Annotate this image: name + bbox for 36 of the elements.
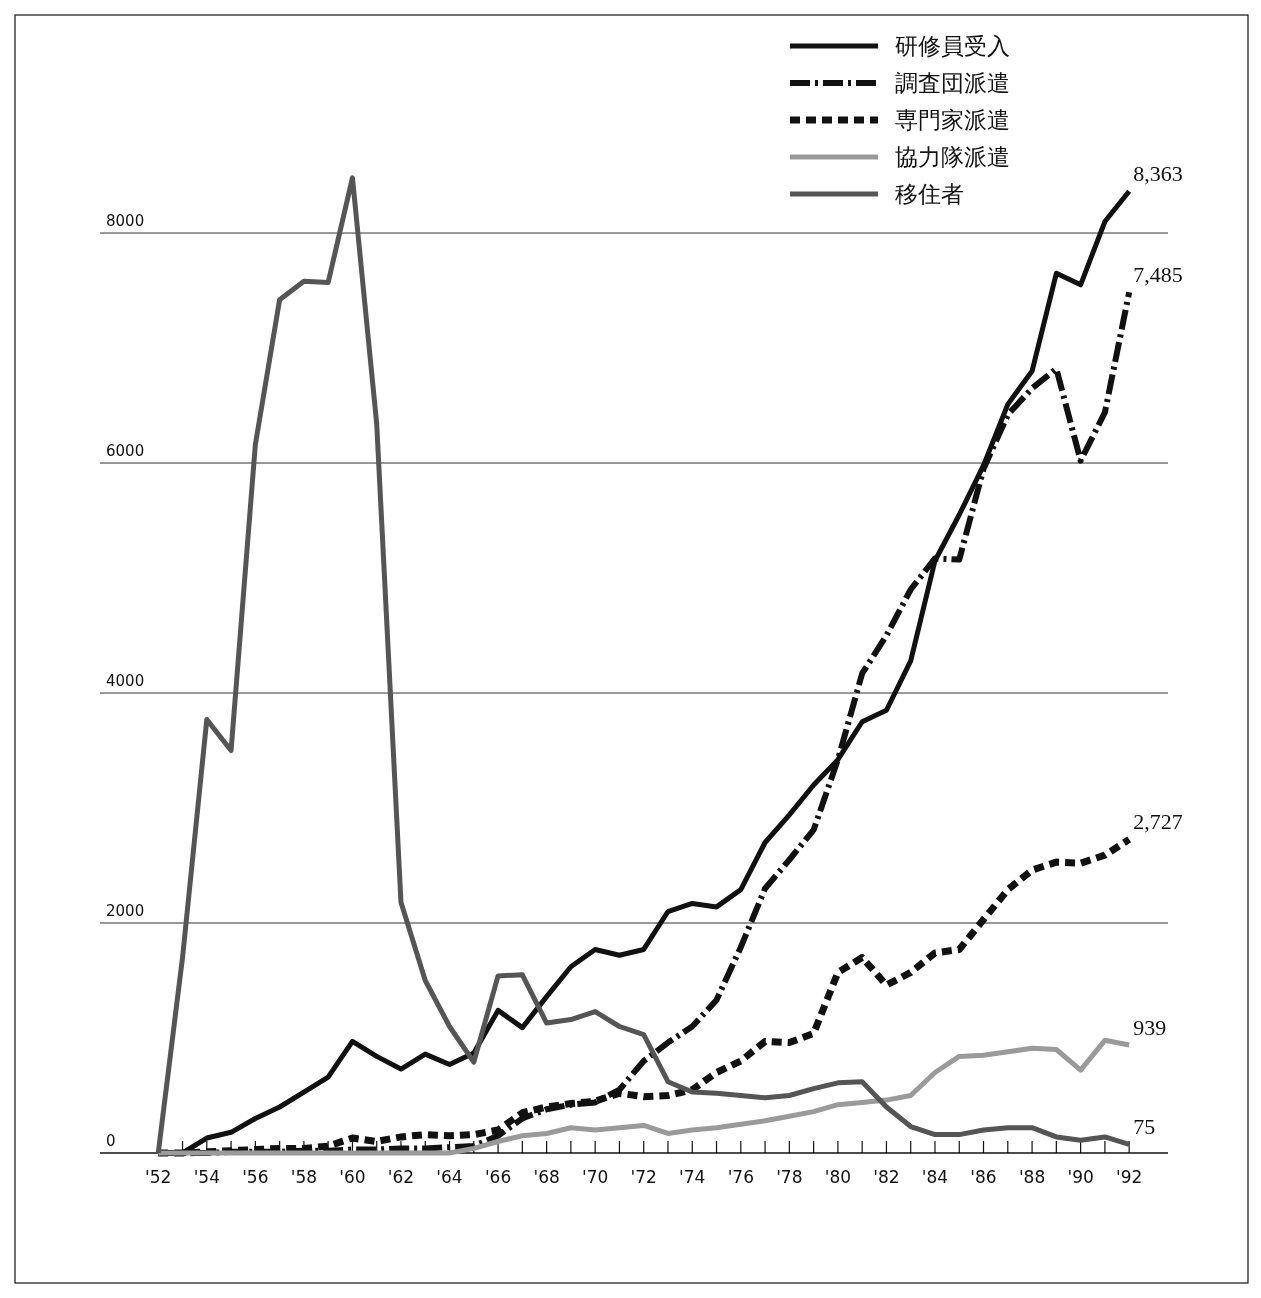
x-tick-label: '82 bbox=[873, 1167, 900, 1187]
y-tick-label: 2000 bbox=[106, 902, 145, 921]
x-tick-label: '66 bbox=[484, 1167, 512, 1187]
x-tick-label: '88 bbox=[1018, 1167, 1046, 1187]
x-tick-label: '84 bbox=[921, 1167, 949, 1187]
x-tick-label: '92 bbox=[1116, 1167, 1143, 1187]
x-tick-label: '60 bbox=[339, 1167, 366, 1187]
x-tick-label: '86 bbox=[970, 1167, 997, 1187]
x-tick-label: '72 bbox=[630, 1167, 657, 1187]
y-tick-label: 6000 bbox=[106, 442, 145, 461]
x-tick-label: '62 bbox=[387, 1167, 415, 1187]
x-tick-label: '78 bbox=[776, 1167, 803, 1187]
legend-label: 調査団派遣 bbox=[895, 70, 1010, 96]
data-label: 75 bbox=[1133, 1114, 1156, 1140]
x-tick-label: '68 bbox=[533, 1167, 560, 1187]
data-label: 939 bbox=[1133, 1015, 1167, 1041]
legend-label: 専門家派遣 bbox=[895, 107, 1010, 133]
data-label: 2,727 bbox=[1133, 809, 1183, 835]
legend-label: 移住者 bbox=[895, 181, 964, 207]
x-tick-label: '58 bbox=[290, 1167, 318, 1187]
data-label: 8,363 bbox=[1133, 161, 1183, 187]
y-tick-label: 8000 bbox=[106, 212, 145, 231]
legend-label: 研修員受入 bbox=[895, 33, 1010, 59]
data-label: 7,485 bbox=[1133, 262, 1183, 288]
x-tick-label: '64 bbox=[436, 1167, 463, 1187]
x-tick-label: '56 bbox=[242, 1167, 269, 1187]
x-tick-label: '52 bbox=[145, 1167, 172, 1187]
y-tick-label: 0 bbox=[106, 1132, 116, 1150]
x-tick-label: '74 bbox=[679, 1167, 706, 1187]
x-tick-label: '76 bbox=[727, 1167, 754, 1187]
x-tick-label: '90 bbox=[1067, 1167, 1094, 1187]
x-tick-label: '80 bbox=[824, 1167, 852, 1187]
x-tick-label: '54 bbox=[193, 1167, 220, 1187]
legend-label: 協力隊派遣 bbox=[895, 144, 1010, 170]
x-tick-label: '70 bbox=[582, 1167, 609, 1187]
y-tick-label: 4000 bbox=[106, 672, 145, 691]
